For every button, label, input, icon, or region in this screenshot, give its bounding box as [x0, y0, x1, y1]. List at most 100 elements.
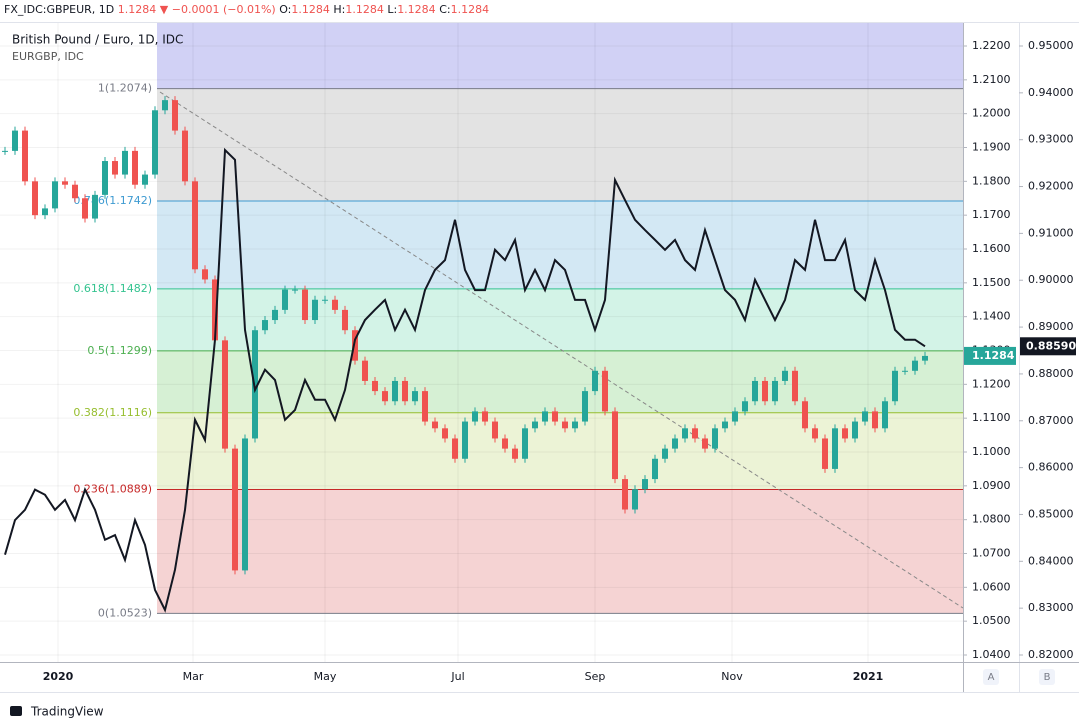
y-tick-label: 1.0700: [972, 547, 1011, 560]
fib-band: [157, 88, 963, 201]
candle: [702, 438, 708, 449]
header-text: 1.1284: [397, 3, 436, 16]
candle: [312, 299, 318, 321]
y-tick-label: 1.1200: [972, 377, 1011, 390]
candle: [612, 411, 618, 480]
plot-area: 1(1.2074)0.786(1.1742)0.618(1.1482)0.5(1…: [0, 22, 964, 662]
candle: [752, 380, 758, 402]
candle: [512, 448, 518, 459]
candle: [172, 100, 178, 131]
candle: [152, 110, 158, 175]
header-text: 1.1284: [118, 3, 157, 16]
scale-button[interactable]: [1039, 669, 1055, 685]
candle: [542, 411, 548, 422]
header-text: C:: [439, 3, 450, 16]
candle: [242, 438, 248, 571]
candle: [332, 299, 338, 310]
y2-tick-label: 0.85000: [1028, 507, 1074, 520]
y2-tick-label: 0.84000: [1028, 554, 1074, 567]
price-label: 0.88590: [1026, 339, 1076, 352]
y-tick-label: 1.1700: [972, 208, 1011, 221]
fib-label: 0.618(1.1482): [73, 282, 152, 295]
candle: [912, 360, 918, 371]
header-text: O:: [279, 3, 291, 16]
candle: [192, 181, 198, 270]
y2-tick-label: 0.86000: [1028, 461, 1074, 474]
candle: [452, 438, 458, 459]
candle: [322, 299, 328, 301]
candle: [462, 421, 468, 459]
candle: [622, 479, 628, 510]
y-tick-label: 1.0500: [972, 614, 1011, 627]
trend-line: [159, 91, 964, 609]
candle: [92, 194, 98, 219]
scale-button-label[interactable]: B: [1044, 672, 1051, 683]
y-tick-label: 1.2200: [972, 39, 1011, 52]
candle: [102, 161, 108, 195]
legend-compare: EURGBP, IDC: [12, 50, 84, 63]
y2-tick-label: 0.92000: [1028, 180, 1074, 193]
candle: [42, 208, 48, 216]
candle: [222, 340, 228, 449]
candle: [562, 421, 568, 429]
candle: [882, 401, 888, 429]
fib-label: 0.5(1.1299): [87, 344, 152, 357]
y-tick-label: 1.1400: [972, 310, 1011, 323]
scale-button[interactable]: [983, 669, 999, 685]
y-tick-label: 1.2100: [972, 73, 1011, 86]
candle: [822, 438, 828, 469]
y-tick-label: 1.2000: [972, 107, 1011, 120]
candle: [602, 370, 608, 412]
header-text: FX_IDC:GBPEUR, 1D: [4, 3, 114, 16]
candle: [812, 428, 818, 439]
candle: [592, 370, 598, 392]
scale-button-label[interactable]: A: [988, 672, 995, 683]
y2-tick-label: 0.83000: [1028, 601, 1074, 614]
fib-band: [157, 412, 963, 490]
compare-line: [4, 147, 926, 613]
legend-main: British Pound / Euro, 1D, IDC: [12, 33, 183, 47]
y2-tick-label: 0.93000: [1028, 133, 1074, 146]
y-tick-label: 1.1900: [972, 141, 1011, 154]
candle: [842, 428, 848, 439]
candle: [392, 380, 398, 402]
y-tick-label: 1.1800: [972, 174, 1011, 187]
header-text: L:: [387, 3, 397, 16]
candle: [372, 380, 378, 392]
price-label-box: [964, 346, 1016, 365]
candle: [632, 489, 638, 510]
candle: [642, 479, 648, 490]
candle: [442, 428, 448, 439]
candle: [532, 421, 538, 429]
candle: [262, 320, 268, 331]
x-tick-label: Nov: [721, 670, 743, 683]
price-label-box: [1020, 337, 1076, 356]
candle: [112, 161, 118, 175]
candle: [692, 428, 698, 439]
y2-tick-label: 0.91000: [1028, 226, 1074, 239]
candle: [492, 421, 498, 439]
candle: [802, 401, 808, 429]
candle: [212, 279, 218, 341]
candle: [52, 181, 58, 209]
candle: [412, 391, 418, 402]
candle: [342, 309, 348, 331]
candle: [432, 421, 438, 429]
y2-tick-label: 0.95000: [1028, 39, 1074, 52]
candle: [2, 150, 8, 152]
candle: [672, 438, 678, 449]
candle: [832, 428, 838, 469]
candle: [782, 370, 788, 381]
candle: [122, 150, 128, 175]
candle: [552, 411, 558, 422]
candle: [402, 380, 408, 402]
fib-band: [157, 288, 963, 351]
candle: [302, 289, 308, 321]
candle: [522, 428, 528, 459]
candle: [862, 411, 868, 422]
y2-tick-label: 0.87000: [1028, 414, 1074, 427]
candle: [182, 130, 188, 182]
candle: [892, 370, 898, 402]
x-tick-label: Sep: [585, 670, 606, 683]
